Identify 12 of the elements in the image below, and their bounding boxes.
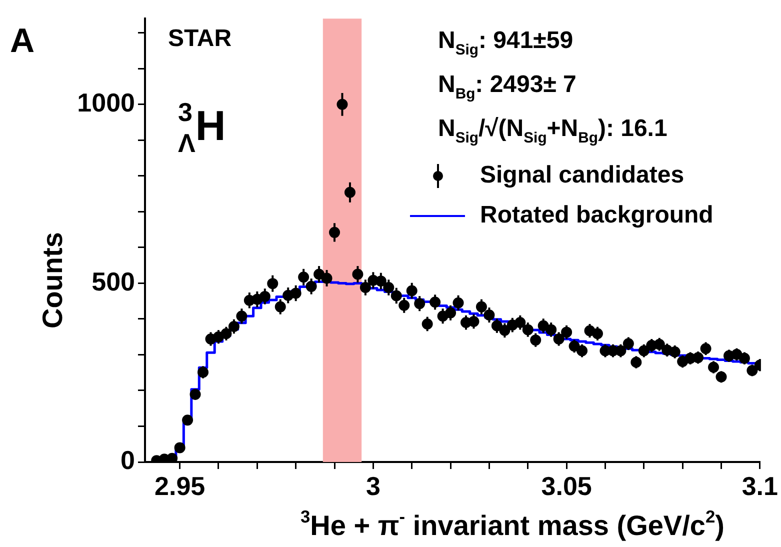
y-tick-label: 1000 bbox=[77, 88, 135, 118]
annotation: STAR bbox=[168, 25, 232, 52]
x-tick-label: 2.95 bbox=[154, 470, 206, 501]
legend-label: Rotated background bbox=[480, 202, 714, 229]
x-tick-label: 3 bbox=[366, 470, 380, 501]
x-tick-label: 3.1 bbox=[742, 470, 778, 501]
y-tick-label: 500 bbox=[92, 266, 135, 296]
x-tick-label: 3.05 bbox=[541, 470, 592, 501]
text: A bbox=[10, 22, 35, 60]
y-tick-label: 0 bbox=[120, 445, 135, 476]
legend-label: Signal candidates bbox=[480, 162, 684, 189]
y-axis-title: Counts bbox=[37, 232, 68, 329]
